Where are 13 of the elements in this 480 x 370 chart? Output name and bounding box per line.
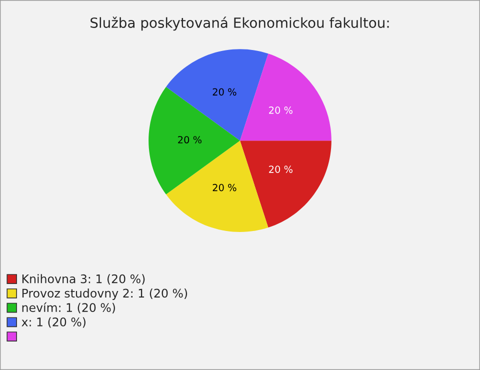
pie-slice	[148, 86, 240, 194]
data-label: 20 %	[269, 106, 292, 114]
data-label: 20 %	[269, 166, 292, 173]
legend-label: Knihovna 3: 1 (20 %)	[22, 274, 145, 285]
legend-label: Provoz studovny 2: 1 (20 %)	[22, 288, 188, 300]
pie-slice	[240, 140, 332, 228]
legend-label: nevím: 1 (20 %)	[22, 302, 115, 314]
data-label: 20 %	[212, 184, 236, 192]
data-label: 20 %	[178, 136, 202, 144]
legend-label: x: 1 (20 %)	[22, 317, 86, 328]
pie-slice	[240, 54, 332, 141]
data-label: 20 %	[212, 88, 236, 96]
chart-title: Služba poskytovaná Ekonomickou fakultou:	[90, 16, 389, 31]
